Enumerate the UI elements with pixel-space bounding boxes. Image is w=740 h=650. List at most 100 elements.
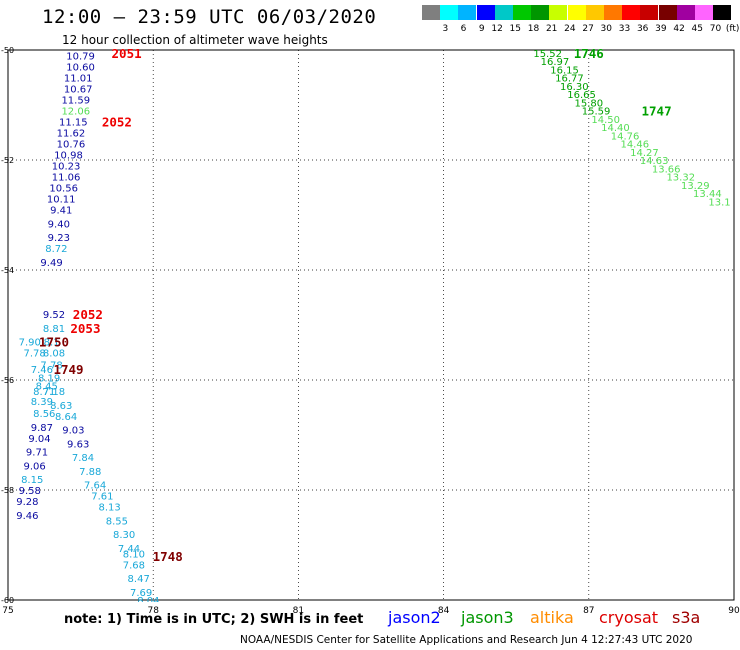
satellite-legend-s3a: s3a xyxy=(672,608,701,627)
wave-height-value: 13.66 xyxy=(652,164,681,175)
wave-height-value: 14.46 xyxy=(620,140,649,151)
satellite-legend-jason2: jason2 xyxy=(388,608,441,627)
x-tick-label: 84 xyxy=(438,606,450,616)
footer-note: note: 1) Time is in UTC; 2) SWH is in fe… xyxy=(64,612,364,627)
wave-height-value: 16.97 xyxy=(541,57,570,68)
chart-subtitle: 12 hour collection of altimeter wave hei… xyxy=(62,33,328,47)
wave-height-value: 14.40 xyxy=(601,123,630,134)
wave-height-value: 15.80 xyxy=(574,98,603,109)
colorbar-cell xyxy=(658,5,677,20)
satellite-legend-altika: altika xyxy=(530,608,574,627)
wave-height-value: 8.64 xyxy=(55,412,77,423)
wave-height-value: 7.18 xyxy=(43,387,65,398)
wave-height-value: 15.59 xyxy=(582,107,611,118)
data-layer: 10.7910.6011.0110.6711.5912.0611.1511.62… xyxy=(16,46,730,607)
colorbar-cell xyxy=(458,5,477,20)
wave-height-value: 11.01 xyxy=(64,74,93,85)
wave-height-value: 8.71 xyxy=(33,387,55,398)
wave-height-value: 8.19 xyxy=(38,373,60,384)
y-tick-label: -56 xyxy=(1,376,14,385)
pass-time-label: 2052 xyxy=(102,115,132,130)
wave-height-value: 16.65 xyxy=(567,90,596,101)
chart-title: 12:00 – 23:59 UTC 06/03/2020 xyxy=(42,6,377,28)
wave-height-value: 8.45 xyxy=(36,382,58,393)
satellite-legend-cryosat: cryosat xyxy=(599,608,659,627)
wave-height-value: 7.64 xyxy=(84,481,106,492)
wave-height-value: 8.63 xyxy=(50,401,72,412)
wave-height-value: 9.23 xyxy=(48,233,70,244)
wave-height-value: 15.52 xyxy=(533,49,562,60)
colorbar-cell xyxy=(695,5,713,20)
wave-height-value: 16.30 xyxy=(560,82,589,93)
wave-height-value: 8.1 xyxy=(44,338,60,349)
wave-height-value: 9.06 xyxy=(23,461,45,472)
wave-height-value: 11.59 xyxy=(61,96,90,107)
wave-height-value: 8.55 xyxy=(106,516,128,527)
colorbar-label: 42 xyxy=(673,24,685,34)
wave-height-value: 14.63 xyxy=(640,156,669,167)
colorbar-cell xyxy=(713,5,732,20)
colorbar-label: 45 xyxy=(691,24,703,34)
y-tick-label: -60 xyxy=(1,596,14,605)
wave-height-value: 9.52 xyxy=(43,310,65,321)
wave-height-value: 9.28 xyxy=(16,497,38,508)
credit-line: NOAA/NESDIS Center for Satellite Applica… xyxy=(240,634,693,646)
wave-height-value: 7.69 xyxy=(130,588,152,599)
colorbar-cell xyxy=(567,5,586,20)
pass-time-label: 1747 xyxy=(642,104,672,119)
wave-height-value: 9.04 xyxy=(28,434,50,445)
colorbar-label: 9 xyxy=(478,24,485,34)
wave-height-value: 7.78 xyxy=(40,361,62,372)
colorbar-cell xyxy=(513,5,531,20)
y-tick-label: -58 xyxy=(1,486,14,495)
wave-height-value: 8.08 xyxy=(43,349,65,360)
pass-time-label: 1749 xyxy=(53,362,83,377)
wave-height-value: 7.68 xyxy=(123,560,145,571)
colorbar-label: 18 xyxy=(527,24,540,34)
colorbar-cell xyxy=(549,5,568,20)
y-tick-label: -50 xyxy=(1,46,14,55)
colorbar-label: 27 xyxy=(582,24,594,34)
wave-height-value: 8.81 xyxy=(43,324,65,335)
wave-height-value: 14.27 xyxy=(630,148,659,159)
wave-height-value: 9.58 xyxy=(19,486,41,497)
wave-height-value: 9.03 xyxy=(62,426,84,437)
colorbar-label: 15 xyxy=(509,24,521,34)
wave-height-value: 10.98 xyxy=(54,151,83,162)
colorbar-label: 39 xyxy=(655,24,667,34)
wave-height-value: 13.44 xyxy=(693,189,722,200)
colorbar-cell xyxy=(585,5,604,20)
satellite-legend-jason3: jason3 xyxy=(461,608,514,627)
wave-height-value: 10.11 xyxy=(47,195,76,206)
colorbar-cell xyxy=(676,5,695,20)
wave-height-value: 13.1 xyxy=(708,197,730,208)
wave-height-value: 8.15 xyxy=(21,475,43,486)
colorbar-label: 3 xyxy=(442,24,449,34)
pass-time-label: 1748 xyxy=(153,549,183,564)
colorbar-unit: (ft) xyxy=(725,24,740,34)
wave-height-value: 9.40 xyxy=(48,219,70,230)
wave-height-value: 7.46 xyxy=(31,365,53,376)
wave-height-value: 9.71 xyxy=(26,448,48,459)
x-tick-label: 78 xyxy=(147,606,159,616)
wave-height-value: 7.90 xyxy=(19,338,41,349)
colorbar-cell xyxy=(422,5,440,20)
colorbar-label: 6 xyxy=(460,24,467,34)
wave-height-value: 13.32 xyxy=(666,173,695,184)
colorbar-label: 24 xyxy=(564,24,576,34)
wave-height-value: 8.30 xyxy=(113,530,135,541)
x-tick-label: 81 xyxy=(293,606,304,616)
wave-height-value: 10.76 xyxy=(57,140,86,151)
wave-height-value: 16.15 xyxy=(550,65,579,76)
wave-height-value: 10.79 xyxy=(66,52,95,63)
x-tick-label: 87 xyxy=(583,606,594,616)
wave-height-value: 10.56 xyxy=(49,184,78,195)
wave-height-value: 14.50 xyxy=(591,115,620,126)
wave-height-value: 8.04 xyxy=(137,596,159,607)
wave-height-value: 10.23 xyxy=(52,162,81,173)
wave-height-value: 11.62 xyxy=(57,129,86,140)
pass-time-label: 2051 xyxy=(112,46,142,61)
wave-height-value: 9.49 xyxy=(40,258,62,269)
wave-height-value: 7.78 xyxy=(23,349,45,360)
